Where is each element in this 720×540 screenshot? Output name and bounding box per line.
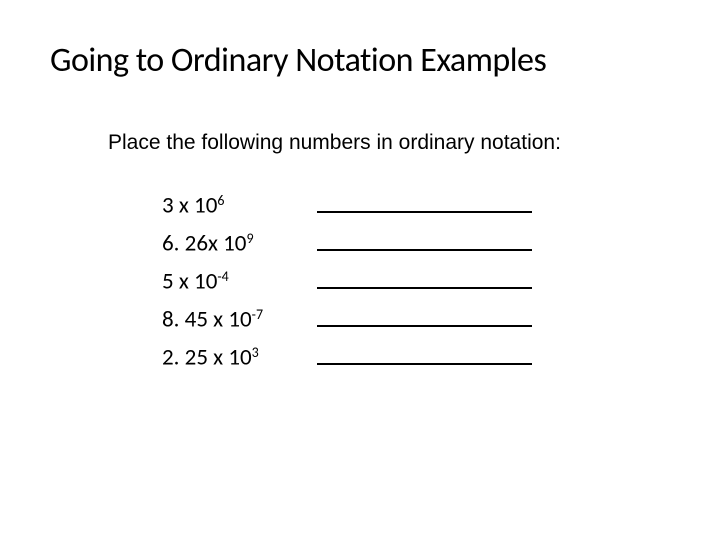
separator: x 10 (208, 306, 252, 334)
coefficient: 8. 45 (162, 306, 208, 334)
coefficient: 6. 26 (162, 230, 208, 258)
instruction-text: Place the following numbers in ordinary … (108, 131, 670, 155)
problem-row: 3 x 106 (162, 191, 670, 223)
separator: x 10 (208, 344, 252, 372)
exponent: 3 (252, 344, 259, 361)
separator: x 10 (208, 230, 246, 258)
answer-blank[interactable] (317, 231, 532, 251)
expression: 6. 26x 109 (162, 229, 317, 258)
problem-row: 2. 25 x 103 (162, 343, 670, 375)
answer-blank[interactable] (317, 269, 532, 289)
coefficient: 2. 25 (162, 344, 208, 372)
problem-row: 5 x 10-4 (162, 267, 670, 299)
answer-blank[interactable] (317, 345, 532, 365)
expression: 3 x 106 (162, 191, 317, 220)
problem-row: 8. 45 x 10-7 (162, 305, 670, 337)
separator: x 10 (174, 192, 218, 220)
answer-blank[interactable] (317, 193, 532, 213)
problem-row: 6. 26x 109 (162, 229, 670, 261)
page-title: Going to Ordinary Notation Examples (50, 40, 670, 81)
coefficient: 5 (162, 268, 174, 296)
expression: 2. 25 x 103 (162, 343, 317, 372)
problems-list: 3 x 106 6. 26x 109 5 x 10-4 8. 45 x 10-7… (162, 191, 670, 375)
expression: 8. 45 x 10-7 (162, 305, 317, 334)
answer-blank[interactable] (317, 307, 532, 327)
exponent: 9 (246, 230, 253, 247)
exponent: -7 (252, 306, 263, 323)
exponent: 6 (217, 192, 224, 209)
coefficient: 3 (162, 192, 174, 220)
exponent: -4 (217, 268, 228, 285)
expression: 5 x 10-4 (162, 267, 317, 296)
separator: x 10 (174, 268, 218, 296)
